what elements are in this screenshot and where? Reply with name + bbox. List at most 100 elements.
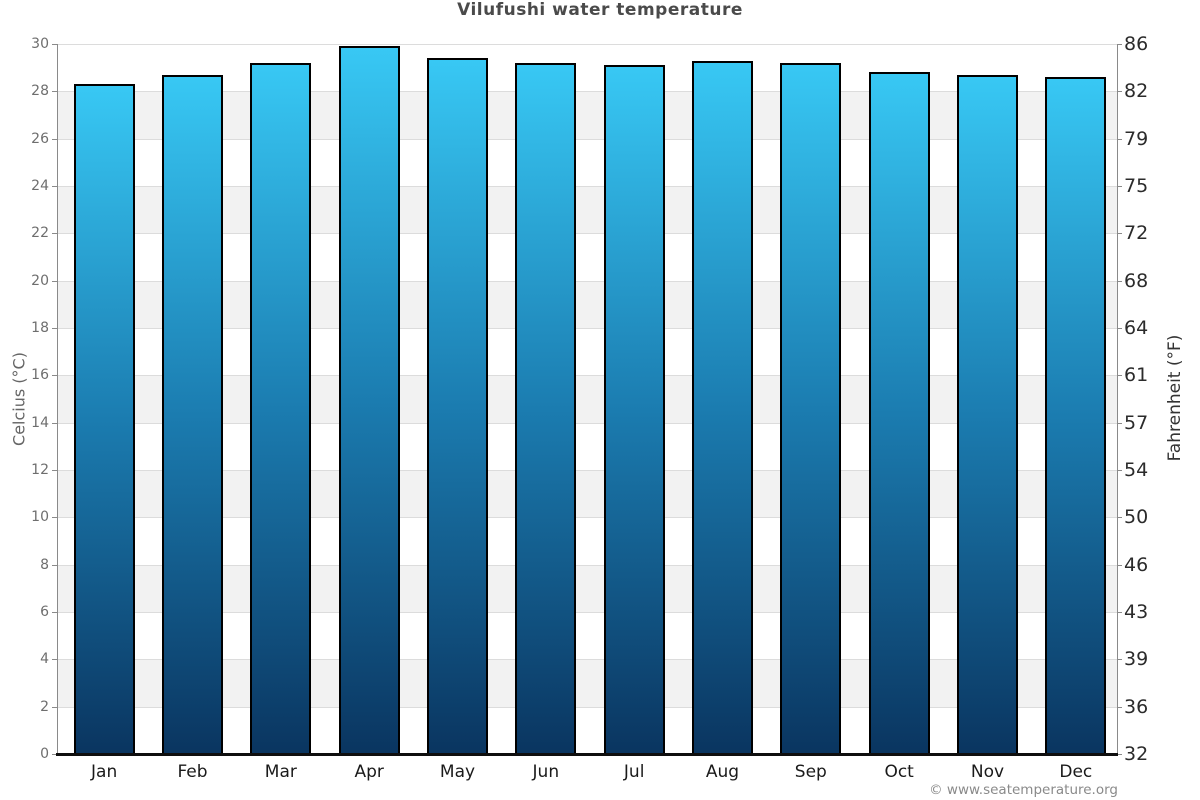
x-tick-label-dec: Dec — [1059, 762, 1093, 782]
gridline — [58, 328, 1117, 329]
gridline — [58, 186, 1117, 187]
y-tick-mark-left — [52, 517, 57, 519]
y-tick-label-fahrenheit: 82 — [1124, 80, 1149, 103]
bar-mar — [250, 62, 312, 754]
y-tick-label-fahrenheit: 75 — [1124, 175, 1149, 197]
plot-band — [58, 91, 1117, 139]
y-tick-mark-left — [52, 754, 57, 755]
plot-band — [58, 470, 1117, 518]
y-tick-mark-right — [1117, 186, 1122, 187]
y-tick-label-fahrenheit: 57 — [1124, 411, 1149, 434]
gridline — [58, 91, 1117, 93]
y-tick-label-celsius: 22 — [31, 225, 49, 242]
y-tick-label-celsius: 26 — [31, 130, 49, 147]
gridline — [58, 612, 1117, 613]
plot-band — [58, 375, 1117, 423]
gridline — [58, 44, 1117, 45]
y-tick-mark-right — [1117, 612, 1122, 613]
gridline — [58, 138, 1117, 140]
y-tick-label-fahrenheit: 86 — [1124, 33, 1149, 55]
y-tick-label-fahrenheit: 50 — [1124, 506, 1149, 529]
gridline — [58, 706, 1117, 708]
y-tick-label-celsius: 0 — [40, 746, 49, 762]
y-tick-mark-right — [1117, 470, 1122, 471]
y-tick-mark-right — [1117, 517, 1122, 519]
x-tick-label-oct: Oct — [884, 762, 914, 782]
gridline — [58, 564, 1117, 566]
gridline — [58, 233, 1117, 235]
x-tick-label-apr: Apr — [354, 762, 384, 782]
y-tick-label-celsius: 10 — [31, 509, 49, 526]
x-tick-label-mar: Mar — [264, 762, 297, 782]
y-tick-mark-right — [1117, 754, 1122, 755]
bar-jun — [515, 62, 577, 754]
y-tick-mark-right — [1117, 233, 1122, 235]
y-tick-mark-left — [52, 659, 57, 661]
y-axis-line-right — [1117, 44, 1118, 754]
y-tick-mark-right — [1117, 706, 1122, 708]
y-tick-mark-right — [1117, 44, 1122, 45]
y-tick-mark-left — [52, 328, 57, 329]
x-tick-label-jul: Jul — [623, 762, 645, 782]
gridline — [58, 470, 1117, 471]
y-tick-mark-right — [1117, 564, 1122, 566]
y-tick-mark-left — [52, 280, 57, 282]
y-tick-label-fahrenheit: 64 — [1124, 317, 1149, 339]
x-tick-label-aug: Aug — [705, 762, 740, 782]
y-tick-label-fahrenheit: 61 — [1124, 364, 1149, 387]
x-tick-label-feb: Feb — [177, 762, 208, 782]
y-tick-mark-left — [52, 233, 57, 235]
gridline — [58, 375, 1117, 377]
y-tick-mark-right — [1117, 375, 1122, 377]
y-tick-label-celsius: 28 — [31, 83, 49, 100]
y-tick-label-celsius: 18 — [31, 320, 49, 336]
x-axis-baseline — [56, 753, 1118, 756]
y-tick-label-fahrenheit: 46 — [1124, 553, 1149, 576]
y-tick-mark-right — [1117, 280, 1122, 282]
y-tick-label-fahrenheit: 72 — [1124, 222, 1149, 245]
y-tick-mark-right — [1117, 328, 1122, 329]
y-tick-label-celsius: 6 — [40, 604, 49, 620]
y-tick-label-fahrenheit: 68 — [1124, 269, 1149, 292]
x-tick-label-may: May — [439, 762, 476, 782]
gridline — [58, 280, 1117, 282]
bar-apr — [338, 46, 400, 754]
y-tick-mark-right — [1117, 138, 1122, 140]
y-tick-label-fahrenheit: 32 — [1124, 743, 1149, 765]
y-tick-label-fahrenheit: 79 — [1124, 127, 1149, 150]
bar-jan — [73, 84, 135, 754]
y-tick-label-celsius: 4 — [40, 651, 49, 668]
bar-jul — [603, 65, 665, 754]
x-tick-label-jun: Jun — [532, 762, 560, 782]
y-tick-label-celsius: 16 — [31, 367, 49, 384]
x-tick-label-sep: Sep — [794, 762, 827, 782]
y-tick-mark-left — [52, 564, 57, 566]
chart-title: Vilufushi water temperature — [457, 0, 743, 20]
gridline — [58, 517, 1117, 519]
y-tick-label-fahrenheit: 43 — [1124, 601, 1149, 623]
bar-may — [427, 58, 488, 754]
y-tick-label-fahrenheit: 54 — [1124, 459, 1149, 481]
y-tick-label-celsius: 24 — [31, 178, 49, 194]
y-tick-mark-right — [1117, 91, 1122, 93]
copyright-text: © www.seatemperature.org — [929, 782, 1118, 798]
y-tick-label-celsius: 20 — [31, 272, 49, 289]
y-tick-label-fahrenheit: 36 — [1124, 695, 1149, 718]
bar-sep — [780, 62, 842, 754]
gridline — [58, 422, 1117, 424]
plot-band — [58, 659, 1117, 707]
y-tick-mark-left — [52, 44, 57, 45]
y-tick-mark-left — [52, 706, 57, 708]
bar-aug — [692, 60, 753, 754]
y-axis-line-left — [57, 44, 58, 754]
y-tick-mark-left — [52, 91, 57, 93]
y-tick-mark-right — [1117, 422, 1122, 424]
y-tick-label-celsius: 30 — [31, 36, 49, 52]
plot-band — [58, 186, 1117, 234]
y-tick-mark-left — [52, 422, 57, 424]
y-tick-mark-left — [52, 375, 57, 377]
bar-oct — [868, 72, 930, 754]
y-tick-mark-left — [52, 138, 57, 140]
